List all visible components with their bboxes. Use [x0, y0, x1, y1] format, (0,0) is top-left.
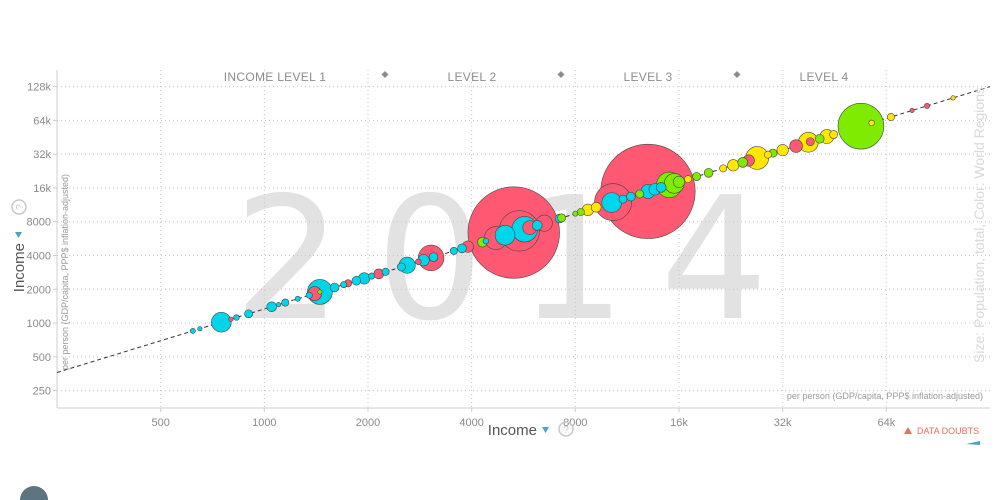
x-tick-label: 32k: [774, 417, 792, 429]
bubble-americas[interactable]: [692, 172, 701, 181]
x-tick-label: 500: [151, 417, 169, 429]
bubble-europe[interactable]: [776, 144, 789, 157]
bubble-africa[interactable]: [294, 295, 301, 302]
bubble-americas[interactable]: [635, 189, 645, 199]
y-tick-label: 4000: [27, 251, 51, 263]
bubble-africa[interactable]: [197, 326, 203, 332]
bubble-asia[interactable]: [789, 139, 803, 153]
bubble-africa[interactable]: [397, 262, 406, 272]
bubble-africa[interactable]: [189, 328, 196, 334]
bubble-americas[interactable]: [737, 157, 748, 168]
bubble-europe[interactable]: [684, 175, 692, 184]
y-tick-label: 128k: [27, 82, 51, 94]
x-tick-label: 1000: [252, 417, 276, 429]
x-axis-help-icon[interactable]: [558, 421, 574, 437]
bubble-africa[interactable]: [655, 182, 667, 193]
level-divider-2: [557, 71, 565, 78]
y-tick-label: 16k: [33, 183, 51, 195]
bubble-africa[interactable]: [368, 272, 376, 280]
bubble-asia[interactable]: [415, 258, 422, 265]
bubble-africa[interactable]: [626, 191, 636, 202]
x-tick-label: 4000: [459, 417, 483, 429]
x-axis-sublabel: per person (GDP/capita, PPP$ inflation-a…: [787, 391, 983, 401]
bubble-africa[interactable]: [266, 301, 277, 313]
income-level-1: INCOME LEVEL 1: [224, 70, 326, 84]
level-divider-1: [381, 71, 389, 78]
x-axis-title[interactable]: Income: [488, 422, 537, 439]
y-axis-help-icon[interactable]: [11, 199, 27, 215]
income-level-4: LEVEL 4: [799, 70, 848, 84]
x-tick-label: 2000: [356, 417, 380, 429]
bubble-africa[interactable]: [276, 302, 282, 308]
y-tick-label: 500: [33, 352, 51, 364]
bubbles: [189, 95, 956, 334]
bubble-africa[interactable]: [340, 281, 348, 289]
bubble-africa[interactable]: [244, 309, 253, 319]
bubble-africa[interactable]: [351, 276, 362, 286]
play-button[interactable]: [20, 486, 48, 500]
y-tick-label: 2000: [27, 284, 51, 296]
bubble-europe[interactable]: [950, 95, 956, 101]
y-tick-labels: 250 500 1000 2000 4000 8000 16k 32k 64k 128k: [27, 82, 52, 398]
bubble-americas[interactable]: [672, 175, 686, 188]
y-axis-sublabel: per person (GDP/capita, PPP$ inflation-a…: [60, 174, 70, 370]
y-tick-label: 8000: [27, 217, 51, 229]
x-axis-dropdown-icon[interactable]: [542, 427, 549, 433]
bubble-americas[interactable]: [557, 213, 566, 223]
bubble-africa[interactable]: [531, 220, 543, 231]
y-tick-label: 1000: [27, 318, 51, 330]
y-axis-help-glyph: ?: [15, 204, 26, 210]
bubble-asia[interactable]: [805, 137, 815, 147]
x-axis-help-glyph: ?: [563, 425, 569, 436]
bubble-americas[interactable]: [703, 168, 714, 178]
bubble-africa[interactable]: [618, 194, 628, 204]
bubble-asia[interactable]: [228, 316, 234, 322]
income-level-2: LEVEL 2: [447, 70, 496, 84]
bubble-europe[interactable]: [829, 130, 839, 139]
bubble-europe[interactable]: [868, 119, 875, 127]
bubble-africa[interactable]: [494, 225, 516, 246]
bubble-americas[interactable]: [317, 289, 323, 295]
warning-icon[interactable]: [904, 427, 912, 434]
bubble-americas[interactable]: [814, 134, 825, 144]
bubble-africa[interactable]: [211, 311, 232, 333]
bubble-africa[interactable]: [233, 314, 240, 321]
bubble-americas[interactable]: [837, 102, 885, 150]
data-doubts-link[interactable]: DATA DOUBTS: [917, 426, 979, 436]
x-tick-label: 64k: [877, 417, 895, 429]
bubble-asia[interactable]: [909, 107, 915, 114]
y-axis-title-group[interactable]: Income ?: [11, 199, 28, 292]
y-tick-label: 64k: [33, 115, 51, 127]
bubble-europe[interactable]: [727, 159, 740, 172]
bubble-europe[interactable]: [590, 202, 602, 213]
y-tick-label: 250: [33, 386, 51, 398]
bubble-africa[interactable]: [457, 243, 467, 254]
bubble-africa[interactable]: [281, 298, 290, 307]
bubble-europe[interactable]: [719, 164, 728, 173]
bubble-africa[interactable]: [482, 237, 490, 245]
x-tick-label: 8000: [563, 417, 587, 429]
bubble-asia[interactable]: [924, 103, 930, 109]
income-levels: INCOME LEVEL 1 LEVEL 2 LEVEL 3 LEVEL 4: [224, 70, 848, 84]
income-level-3: LEVEL 3: [623, 70, 672, 84]
bubble-africa[interactable]: [329, 282, 340, 293]
bubble-africa[interactable]: [305, 291, 313, 299]
bubble-africa[interactable]: [449, 246, 458, 255]
x-tick-labels: 500 1000 2000 4000 8000 16k 32k 64k: [151, 417, 895, 429]
x-tick-label: 16k: [670, 417, 688, 429]
level-divider-3: [733, 71, 741, 78]
expand-icon[interactable]: [966, 441, 980, 445]
size-color-label[interactable]: Size: Population, total, Color: World Re…: [971, 87, 987, 363]
bubble-americas[interactable]: [572, 210, 579, 217]
y-axis-title[interactable]: Income: [11, 243, 28, 292]
bubble-europe[interactable]: [887, 113, 895, 121]
y-tick-label: 32k: [33, 149, 51, 161]
bubble-europe[interactable]: [764, 150, 772, 159]
bubble-africa[interactable]: [601, 192, 622, 213]
bubble-africa[interactable]: [381, 267, 390, 276]
bubble-americas[interactable]: [576, 208, 585, 216]
bubble-africa[interactable]: [428, 252, 439, 262]
y-axis-dropdown-icon[interactable]: [15, 232, 22, 238]
